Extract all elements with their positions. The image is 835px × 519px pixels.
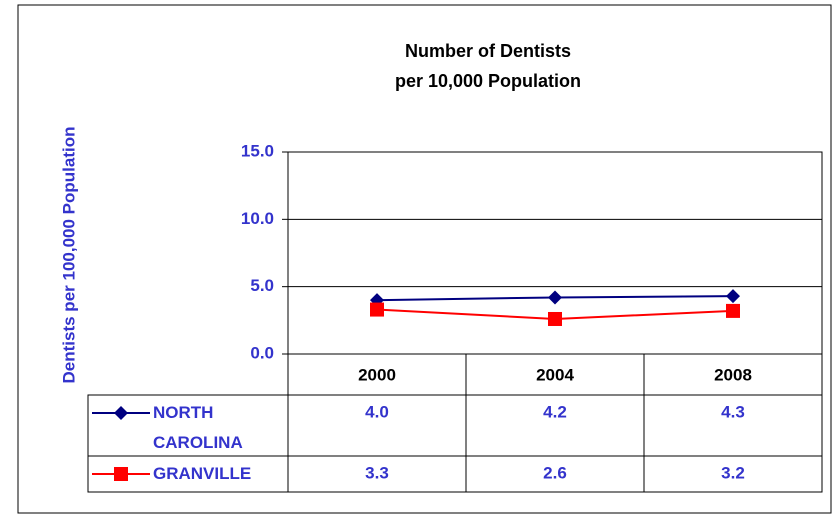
- marker: [726, 289, 740, 304]
- legend-label: GRANVILLE: [153, 464, 252, 483]
- legend-label: NORTH CAROLINA: [153, 403, 243, 452]
- y-tick-label: 5.0: [250, 276, 274, 295]
- x-tick-label: 2008: [714, 365, 752, 384]
- marker: [548, 311, 562, 326]
- legend-marker: [114, 406, 128, 420]
- y-tick-label: 10.0: [241, 209, 274, 228]
- table-value: 3.2: [721, 463, 745, 482]
- y-tick-label: 15.0: [241, 141, 274, 160]
- y-tick-label: 0.0: [250, 343, 274, 362]
- marker: [548, 290, 562, 305]
- legend-marker: [114, 467, 128, 481]
- table-value: 4.3: [721, 402, 745, 421]
- marker: [370, 302, 384, 317]
- x-tick-label: 2004: [536, 365, 574, 384]
- y-axis-label: Dentists per 100,000 Population: [59, 127, 78, 384]
- table-value: 2.6: [543, 463, 567, 482]
- chart-title: Number of Dentists per 10,000 Population: [394, 41, 582, 91]
- table-value: 3.3: [365, 463, 389, 482]
- table-value: 4.0: [365, 402, 389, 421]
- table-value: 4.2: [543, 402, 567, 421]
- x-tick-label: 2000: [358, 365, 396, 384]
- marker: [726, 303, 740, 318]
